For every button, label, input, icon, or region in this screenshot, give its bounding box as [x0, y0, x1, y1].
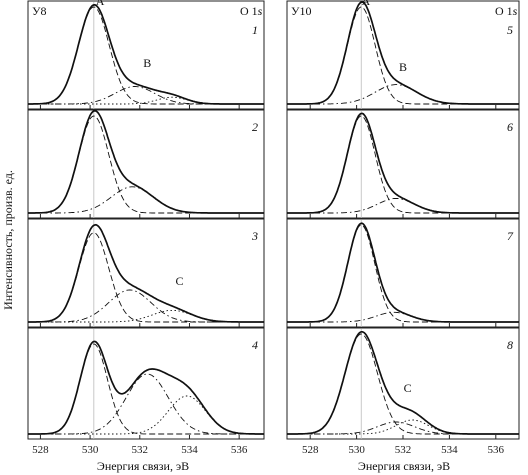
panel-8: 528 530 532 534 536 8 C [286, 327, 520, 456]
component-curve-dashdot [28, 289, 264, 323]
x-tick-label: 532 [132, 444, 149, 456]
component-curve-dashdot [287, 198, 519, 214]
panel-number: 8 [507, 338, 513, 352]
panel-number: 3 [251, 229, 258, 243]
panel-4: 528 530 532 534 536 4 [27, 327, 265, 456]
component-curve-dotted [28, 96, 264, 105]
panel-number: 1 [252, 23, 258, 37]
peak-label-B: B [399, 60, 407, 74]
envelope-curve [287, 112, 519, 214]
component-curve-dotted [28, 395, 264, 435]
component-curve-dashdot [287, 311, 519, 323]
component-curve-dashed [287, 333, 519, 435]
peak-label-C: C [176, 274, 184, 288]
panel-number: 5 [507, 23, 513, 37]
panel-number: 2 [252, 120, 258, 134]
panel-7: 7 [286, 218, 520, 328]
panel-2: 2 [27, 109, 265, 219]
panel-1: У8 O 1s 1 A B [27, 0, 265, 110]
x-axis-title-left: Энергия связи, эВ [97, 459, 189, 473]
panel-3: 3C [27, 218, 265, 328]
x-tick-label: 536 [231, 444, 248, 456]
peak-label-B: B [143, 56, 151, 70]
panel-frame [27, 218, 265, 328]
panel-frame [27, 109, 265, 219]
panel-frame [27, 0, 265, 110]
x-tick-label: 530 [82, 444, 99, 456]
core-level-label: O 1s [240, 4, 263, 18]
component-curve-dotted [287, 419, 519, 435]
column-label: У8 [32, 4, 47, 18]
panel-6: 6 [286, 109, 520, 219]
panel-frame [286, 109, 520, 219]
component-curve-dashdot [287, 84, 519, 105]
component-curve-dashed [28, 115, 264, 214]
x-tick-label: 528 [302, 444, 319, 456]
component-curve-dashdot [287, 421, 519, 435]
x-tick-label: 536 [488, 444, 505, 456]
panel-5: У10 O 1s 5 A B [286, 0, 520, 110]
panel-number: 7 [507, 229, 514, 243]
panel-frame [27, 327, 265, 440]
x-tick-label: 530 [348, 444, 365, 456]
y-axis-title: Интенсивность, произв. ед. [1, 170, 15, 310]
x-tick-label: 532 [395, 444, 412, 456]
envelope-curve [287, 222, 519, 323]
panel-number: 4 [252, 338, 258, 352]
envelope-curve [28, 223, 264, 323]
core-level-label: O 1s [495, 4, 518, 18]
panel-number: 6 [507, 120, 513, 134]
component-curve-dashed [287, 6, 519, 105]
envelope-curve [28, 340, 264, 435]
component-curve-dashed [28, 232, 264, 323]
peak-label-A: A [96, 0, 105, 8]
x-tick-label: 534 [181, 444, 198, 456]
column-label: У10 [291, 4, 312, 18]
panel-frame [286, 0, 520, 110]
x-axis-title-right: Энергия связи, эВ [358, 459, 450, 473]
x-tick-label: 528 [32, 444, 49, 456]
component-curve-dashdot [28, 186, 264, 214]
panel-frame [286, 218, 520, 328]
x-tick-label: 534 [441, 444, 458, 456]
component-curve-dashed [28, 343, 264, 435]
peak-label-A: A [362, 0, 371, 8]
envelope-curve [287, 1, 519, 105]
component-curve-dashdot [28, 373, 264, 435]
component-curve-dashed [287, 224, 519, 323]
peak-label-C: C [404, 381, 412, 395]
component-curve-dashdot [28, 86, 264, 105]
envelope-curve [28, 109, 264, 214]
